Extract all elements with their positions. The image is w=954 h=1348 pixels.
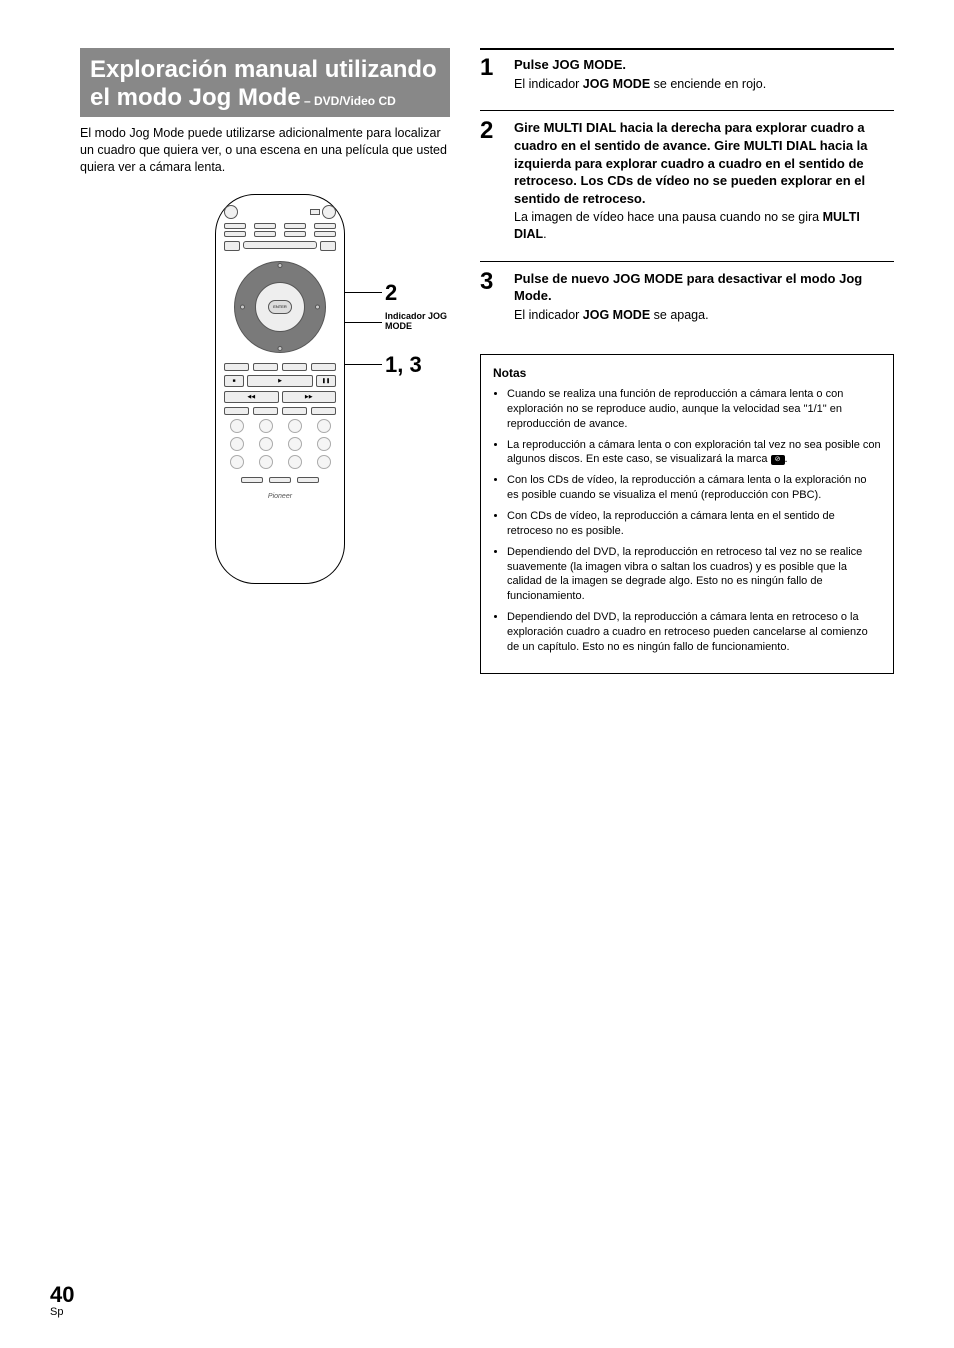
note-item-3: Con los CDs de vídeo, la reproducción a … — [507, 473, 881, 503]
jog-mode-button — [311, 363, 336, 371]
row-btn-2 — [253, 407, 278, 415]
remote-diagram: 2 Indicador JOG MODE 1, 3 — [80, 194, 450, 584]
pause-button: ❚❚ — [316, 375, 336, 387]
note-item-5: Dependiendo del DVD, la reproducción en … — [507, 545, 881, 604]
power-button-icon — [224, 205, 238, 219]
note-item-4: Con CDs de vídeo, la reproducción a cáma… — [507, 509, 881, 539]
step-1-sub-pre: El indicador — [514, 77, 583, 91]
brand-logo: Pioneer — [224, 493, 336, 500]
page-language: Sp — [50, 1306, 74, 1318]
step-1: 1 Pulse JOG MODE. El indicador JOG MODE … — [480, 48, 894, 92]
setup-btn — [224, 241, 240, 251]
callout-1-3: 1, 3 — [385, 352, 422, 378]
play-button: ▶ — [247, 375, 313, 387]
stop-button: ■ — [224, 375, 244, 387]
callout-indicator: Indicador JOG MODE — [385, 312, 465, 332]
notes-title: Notas — [493, 365, 881, 381]
top-btn-5 — [224, 231, 246, 237]
page-footer: 40 Sp — [50, 1284, 74, 1318]
title-line2-sub: – DVD/Video CD — [301, 94, 396, 108]
num-9 — [230, 455, 244, 469]
mid-btn-2 — [253, 363, 278, 371]
num-6 — [259, 437, 273, 451]
step-2-sub-pre: La imagen de vídeo hace una pausa cuando… — [514, 210, 823, 224]
row-btn-3 — [282, 407, 307, 415]
top-btn-8 — [314, 231, 336, 237]
bot-btn-3 — [297, 477, 319, 483]
num-0 — [288, 455, 302, 469]
prev-button: ◀◀ — [224, 391, 279, 403]
num-10 — [259, 455, 273, 469]
step-3-number: 3 — [480, 270, 500, 324]
dial-inner: ENTER — [255, 282, 305, 332]
step-1-sub-post: se enciende en rojo. — [650, 77, 766, 91]
step-1-sub-bold: JOG MODE — [583, 77, 650, 91]
dial-dot-top — [278, 263, 283, 268]
note-item-2-text: La reproducción a cámara lenta o con exp… — [507, 439, 881, 466]
dial-dot-bottom — [278, 346, 283, 351]
num-plus10 — [317, 455, 331, 469]
num-1 — [230, 419, 244, 433]
open-close-icon — [310, 209, 320, 215]
bot-btn-2 — [269, 477, 291, 483]
title-line2-main: el modo Jog Mode — [90, 84, 301, 111]
notes-list: Cuando se realiza una función de reprodu… — [493, 387, 881, 655]
note-item-6: Dependiendo del DVD, la reproducción a c… — [507, 610, 881, 655]
section-title: Exploración manual utilizando el modo Jo… — [80, 48, 450, 117]
step-3-head: Pulse de nuevo JOG MODE para desactivar … — [514, 270, 894, 305]
menu-btn — [320, 241, 336, 251]
num-2 — [259, 419, 273, 433]
step-1-sub: El indicador JOG MODE se enciende en roj… — [514, 76, 894, 93]
next-button: ▶▶ — [282, 391, 337, 403]
aux-button-icon — [322, 205, 336, 219]
step-1-head: Pulse JOG MODE. — [514, 56, 894, 74]
step-2: 2 Gire MULTI DIAL hacia la derecha para … — [480, 110, 894, 242]
intro-paragraph: El modo Jog Mode puede utilizarse adicio… — [80, 125, 450, 176]
step-1-number: 1 — [480, 56, 500, 92]
num-4 — [317, 419, 331, 433]
prohibit-icon: ⊘ — [771, 455, 785, 465]
row-btn-1 — [224, 407, 249, 415]
step-3-sub-bold: JOG MODE — [583, 308, 650, 322]
callout-line-ind — [342, 322, 382, 323]
top-btn-2 — [254, 223, 276, 229]
note-item-2: La reproducción a cámara lenta o con exp… — [507, 438, 881, 468]
note-item-1: Cuando se realiza una función de reprodu… — [507, 387, 881, 432]
title-line2: el modo Jog Mode – DVD/Video CD — [90, 84, 440, 112]
num-5 — [230, 437, 244, 451]
remote-control: ENTER ■ ▶ ❚❚ — [215, 194, 345, 584]
top-btn-6 — [254, 231, 276, 237]
display-bar — [243, 241, 317, 249]
mid-btn-3 — [282, 363, 307, 371]
num-7 — [288, 437, 302, 451]
num-3 — [288, 419, 302, 433]
top-btn-7 — [284, 231, 306, 237]
dial-dot-left — [240, 304, 245, 309]
row-btn-4 — [311, 407, 336, 415]
step-2-sub: La imagen de vídeo hace una pausa cuando… — [514, 209, 894, 243]
step-2-sub-post: . — [543, 227, 546, 241]
page-number: 40 — [50, 1284, 74, 1306]
step-3: 3 Pulse de nuevo JOG MODE para desactiva… — [480, 261, 894, 324]
step-3-sub-pre: El indicador — [514, 308, 583, 322]
bot-btn-1 — [241, 477, 263, 483]
num-8 — [317, 437, 331, 451]
callout-line-13 — [342, 364, 382, 365]
top-btn-1 — [224, 223, 246, 229]
notes-box: Notas Cuando se realiza una función de r… — [480, 354, 894, 674]
top-btn-4 — [314, 223, 336, 229]
step-2-head: Gire MULTI DIAL hacia la derecha para ex… — [514, 119, 894, 207]
dial-dot-right — [315, 304, 320, 309]
step-3-sub-post: se apaga. — [650, 308, 708, 322]
step-2-number: 2 — [480, 119, 500, 242]
step-3-sub: El indicador JOG MODE se apaga. — [514, 307, 894, 324]
top-btn-3 — [284, 223, 306, 229]
mid-btn-1 — [224, 363, 249, 371]
title-line1: Exploración manual utilizando — [90, 56, 440, 84]
enter-button: ENTER — [268, 300, 292, 314]
callout-2: 2 — [385, 280, 397, 306]
